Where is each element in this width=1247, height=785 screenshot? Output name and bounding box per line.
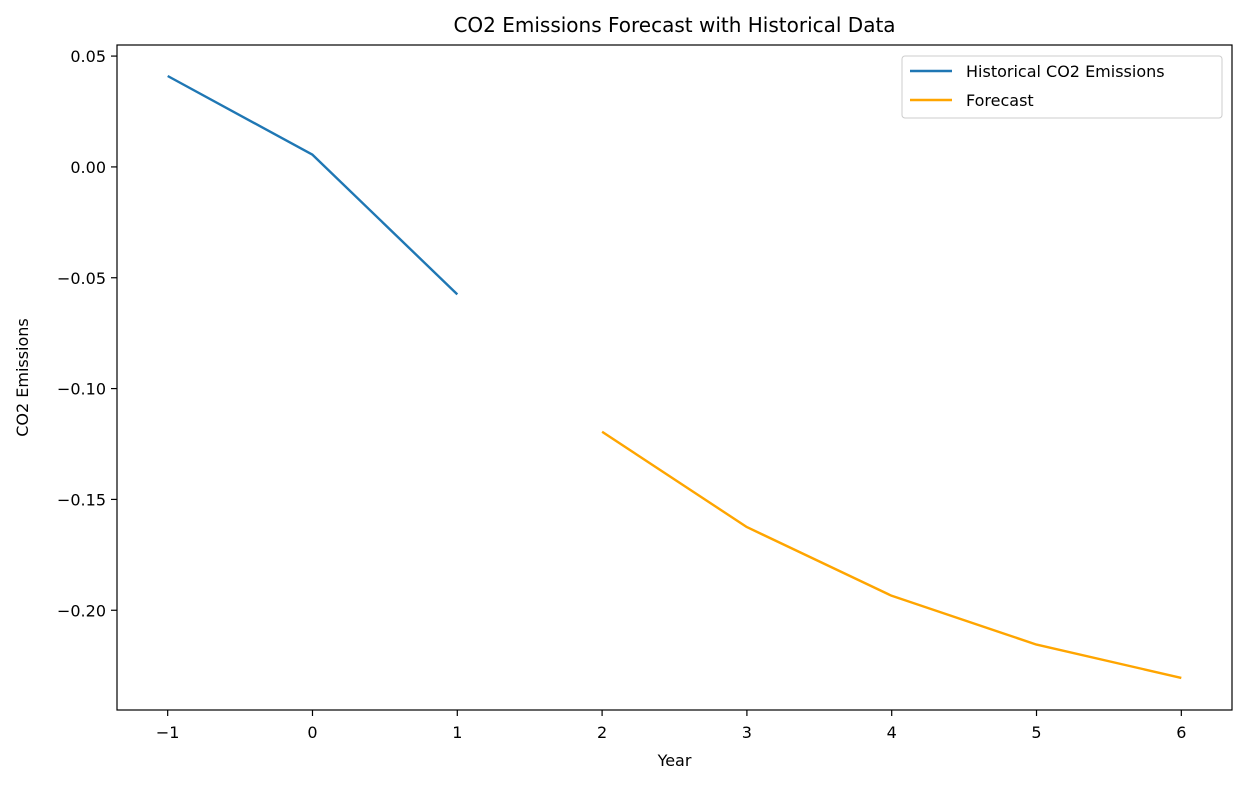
legend-box	[901, 55, 1223, 119]
chart-title: CO2 Emissions Forecast with Historical D…	[453, 13, 895, 37]
x-axis-label: Year	[657, 751, 692, 770]
x-tick-label: 4	[887, 723, 897, 742]
x-tick-label: 1	[452, 723, 462, 742]
y-tick-label: 0.05	[70, 47, 106, 66]
y-tick-label: −0.05	[57, 269, 106, 288]
plot-area	[117, 45, 1232, 710]
plot-frame	[116, 44, 1233, 711]
legend-label: Historical CO2 Emissions	[966, 62, 1165, 81]
series-layer	[167, 74, 1182, 680]
y-tick-label: −0.20	[57, 601, 106, 620]
y-axis-ticks: 0.05 0.00 −0.05 −0.10 −0.15 −0.20	[57, 47, 117, 620]
series-line-1	[601, 430, 1182, 680]
y-tick-label: −0.15	[57, 490, 106, 509]
x-axis-ticks: −1 0 1 2 3 4 5 6	[156, 710, 1186, 742]
y-tick-label: −0.10	[57, 380, 106, 399]
x-tick-label: 3	[742, 723, 752, 742]
x-tick-label: 0	[307, 723, 317, 742]
x-tick-label: 6	[1176, 723, 1186, 742]
y-axis-label: CO2 Emissions	[13, 318, 32, 437]
legend-label: Forecast	[966, 91, 1034, 110]
series-line-0	[167, 74, 459, 296]
x-tick-label: 2	[597, 723, 607, 742]
x-tick-label: 5	[1031, 723, 1041, 742]
y-tick-label: 0.00	[70, 158, 106, 177]
legend: Historical CO2 Emissions Forecast	[901, 55, 1223, 119]
x-tick-label: −1	[156, 723, 180, 742]
